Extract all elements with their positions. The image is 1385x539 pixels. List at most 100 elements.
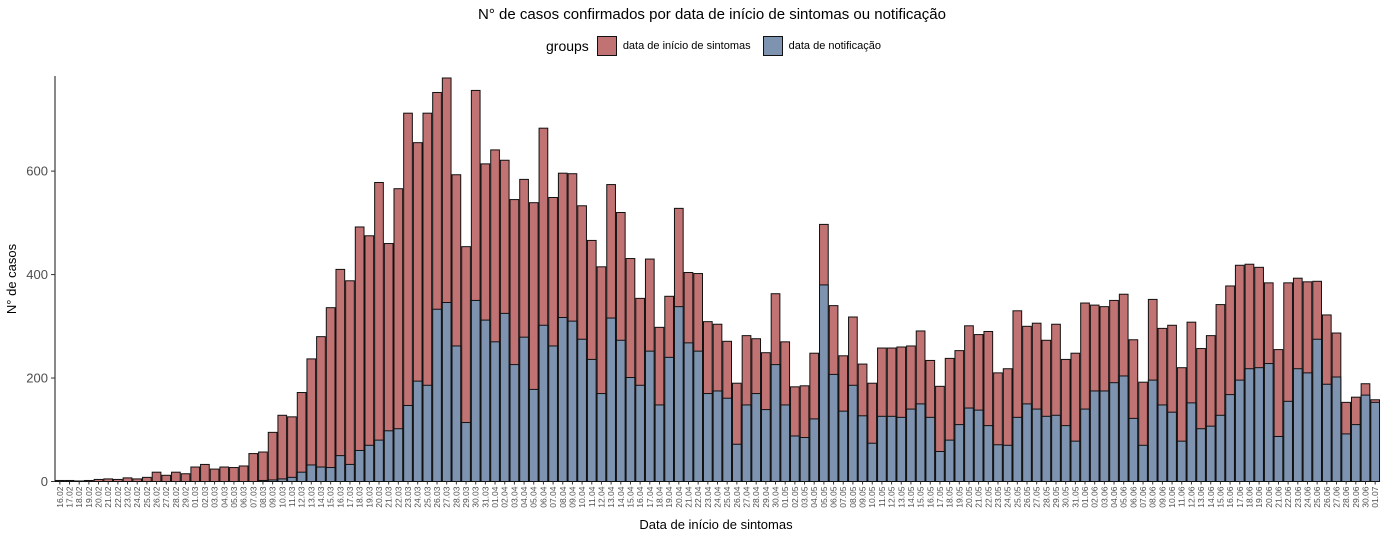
x-tick-label: 30.03 — [471, 486, 481, 508]
bar-sintomas — [122, 477, 133, 483]
x-tick-label: 13.04 — [606, 486, 616, 508]
bar-notificacao — [964, 407, 974, 483]
bar-notificacao — [935, 451, 945, 482]
legend-label-sintomas: data de início de sintomas — [622, 40, 751, 52]
x-tick-label: 03.05 — [800, 486, 810, 508]
bar-sintomas — [190, 466, 201, 482]
bar-notificacao — [393, 428, 404, 483]
x-tick-label: 02.05 — [790, 486, 800, 508]
x-tick-label: 14.05 — [906, 486, 916, 508]
x-tick-label: 08.05 — [848, 486, 858, 508]
x-tick-label: 24.05 — [1003, 486, 1013, 508]
bar-sintomas — [161, 474, 172, 483]
x-tick-label: 01.04 — [490, 486, 500, 508]
x-tick-label: 03.04 — [509, 486, 519, 508]
bar-notificacao — [654, 404, 665, 482]
x-axis: 16.02 17.02 18.02 19.02 20.02 21.02 22.02 23.02… — [55, 481, 1380, 508]
bar-notificacao — [412, 380, 423, 483]
y-axis-label: N° de casos — [4, 243, 19, 314]
x-tick-label: 28.05 — [1041, 486, 1051, 508]
x-tick-label: 21.04 — [683, 486, 693, 508]
x-tick-label: 06.06 — [1128, 486, 1138, 508]
bar-notificacao — [954, 424, 965, 483]
x-tick-label: 20.04 — [674, 486, 684, 508]
bar-notificacao — [944, 439, 955, 482]
x-tick-label: 22.02 — [113, 486, 123, 508]
bar-notificacao — [383, 430, 394, 482]
x-tick-label: 17.06 — [1235, 486, 1245, 508]
bar-sintomas — [171, 471, 181, 483]
x-tick-label: 18.03 — [355, 486, 365, 508]
x-tick-label: 30.05 — [1061, 486, 1071, 508]
y-axis: 0 200 400 600 — [26, 76, 56, 489]
bar-notificacao — [1147, 379, 1158, 482]
bar-notificacao — [1080, 408, 1090, 482]
bar-notificacao — [1157, 404, 1168, 482]
bar-notificacao — [1312, 338, 1322, 482]
x-tick-label: 29.05 — [1051, 486, 1061, 508]
x-tick-label: 11.05 — [877, 486, 887, 507]
bar-sintomas — [354, 226, 365, 482]
y-tick-label: 400 — [26, 267, 48, 282]
x-tick-label: 15.05 — [916, 486, 926, 508]
x-tick-label: 25.05 — [1012, 486, 1022, 508]
x-tick-label: 23.04 — [703, 486, 713, 508]
bar-notificacao — [886, 415, 897, 483]
x-tick-label: 09.03 — [268, 486, 278, 508]
bar-notificacao — [1109, 382, 1119, 482]
bar-notificacao — [1128, 417, 1139, 483]
x-tick-label: 10.05 — [867, 486, 877, 508]
x-tick-label: 23.05 — [993, 486, 1003, 508]
x-tick-label: 12.06 — [1186, 486, 1196, 508]
x-tick-label: 17.03 — [345, 486, 355, 508]
bar-notificacao — [819, 284, 829, 483]
bar-notificacao — [838, 410, 849, 482]
bar-notificacao — [973, 409, 984, 482]
bar-notificacao — [1051, 414, 1061, 482]
bar-notificacao — [1215, 414, 1226, 482]
bar-notificacao — [993, 444, 1003, 482]
y-tick-label: 600 — [26, 164, 48, 179]
x-tick-label: 30.06 — [1360, 486, 1370, 508]
x-tick-label: 09.05 — [858, 486, 868, 508]
x-tick-label: 31.05 — [1070, 486, 1080, 508]
bar-notificacao — [828, 373, 839, 483]
x-tick-label: 09.06 — [1157, 486, 1167, 508]
bar-notificacao — [519, 336, 529, 483]
bar-notificacao — [625, 377, 636, 482]
x-tick-label: 03.03 — [210, 486, 220, 508]
x-tick-label: 10.04 — [577, 486, 587, 508]
x-tick-label: 25.03 — [422, 486, 432, 508]
bar-notificacao — [1273, 435, 1284, 482]
bar-notificacao — [1186, 402, 1197, 482]
x-tick-label: 26.03 — [432, 486, 442, 508]
bar-notificacao — [983, 425, 994, 483]
x-tick-label: 07.04 — [548, 486, 558, 508]
bar-notificacao — [1234, 379, 1245, 482]
bar-notificacao — [1138, 444, 1148, 483]
x-tick-label: 23.02 — [123, 486, 133, 508]
x-tick-label: 28.02 — [171, 486, 181, 508]
bar-notificacao — [596, 393, 607, 482]
x-tick-label: 12.05 — [887, 486, 897, 508]
bar-notificacao — [673, 306, 684, 482]
x-tick-label: 11.06 — [1177, 486, 1187, 507]
bar-notificacao — [1302, 372, 1313, 482]
x-tick-label: 13.05 — [896, 486, 906, 508]
legend: groups data de início de sintomas data d… — [546, 36, 893, 56]
legend-label-notificacao: data de notificação — [788, 40, 881, 52]
bar-notificacao — [693, 350, 703, 483]
x-tick-label: 27.03 — [442, 486, 452, 508]
y-tick-label: 0 — [41, 474, 48, 489]
bar-notificacao — [848, 384, 858, 482]
bar-notificacao — [1283, 400, 1293, 483]
x-tick-label: 07.06 — [1138, 486, 1148, 508]
bar-notificacao — [1167, 411, 1177, 482]
x-tick-label: 25.06 — [1312, 486, 1322, 508]
x-tick-label: 12.04 — [596, 486, 606, 508]
bar-sintomas — [277, 414, 288, 482]
x-tick-label: 19.03 — [364, 486, 374, 508]
bar-notificacao — [1370, 401, 1381, 483]
bar-notificacao — [480, 319, 491, 482]
